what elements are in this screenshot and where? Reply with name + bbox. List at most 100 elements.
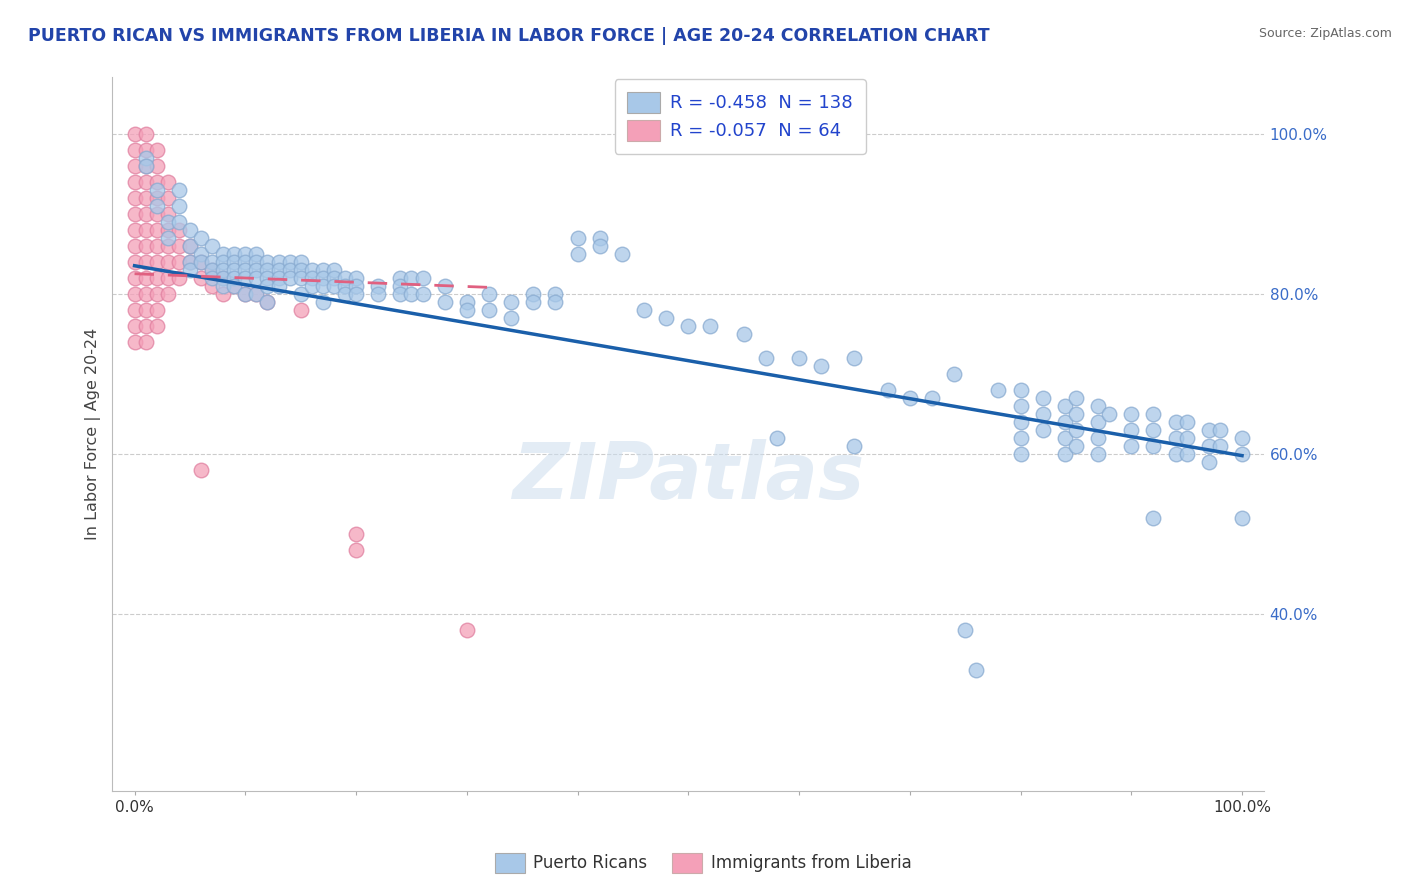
Point xyxy=(1053,415,1076,429)
Point xyxy=(1064,407,1087,421)
Point xyxy=(344,270,367,285)
Point xyxy=(1121,407,1143,421)
Point xyxy=(245,254,267,268)
Point xyxy=(267,254,290,268)
Point xyxy=(212,270,235,285)
Point xyxy=(1087,415,1109,429)
Point xyxy=(1121,439,1143,453)
Point xyxy=(190,230,212,244)
Point xyxy=(256,294,278,309)
Point xyxy=(567,230,589,244)
Point xyxy=(1230,511,1253,525)
Point xyxy=(224,278,246,293)
Point xyxy=(233,286,256,301)
Point xyxy=(1209,423,1232,437)
Point xyxy=(921,391,943,405)
Point xyxy=(787,351,810,365)
Point xyxy=(145,302,167,317)
Point xyxy=(135,270,157,285)
Point xyxy=(167,199,190,213)
Point xyxy=(522,294,544,309)
Point xyxy=(124,334,146,349)
Point xyxy=(678,318,700,333)
Text: ZIPatlas: ZIPatlas xyxy=(512,439,865,515)
Point xyxy=(401,270,423,285)
Point xyxy=(201,278,224,293)
Point xyxy=(245,286,267,301)
Point xyxy=(135,159,157,173)
Point xyxy=(411,286,433,301)
Point xyxy=(312,278,335,293)
Point xyxy=(212,286,235,301)
Point xyxy=(233,286,256,301)
Point xyxy=(1164,415,1187,429)
Point xyxy=(224,254,246,268)
Point xyxy=(1053,431,1076,445)
Point xyxy=(245,270,267,285)
Point xyxy=(156,191,179,205)
Point xyxy=(501,294,523,309)
Point xyxy=(179,254,201,268)
Point xyxy=(135,254,157,268)
Point xyxy=(290,286,312,301)
Point xyxy=(156,207,179,221)
Point xyxy=(1032,407,1054,421)
Point xyxy=(1198,439,1220,453)
Point xyxy=(1087,447,1109,461)
Point xyxy=(389,270,412,285)
Point xyxy=(278,254,301,268)
Point xyxy=(124,270,146,285)
Point xyxy=(267,270,290,285)
Point xyxy=(233,262,256,277)
Point xyxy=(145,175,167,189)
Point xyxy=(344,286,367,301)
Point xyxy=(212,246,235,260)
Point xyxy=(755,351,778,365)
Point xyxy=(322,278,344,293)
Point xyxy=(301,262,323,277)
Point xyxy=(124,222,146,236)
Point xyxy=(124,175,146,189)
Point xyxy=(501,310,523,325)
Point xyxy=(333,286,356,301)
Point xyxy=(589,230,612,244)
Point xyxy=(145,222,167,236)
Point xyxy=(322,262,344,277)
Point xyxy=(145,238,167,252)
Point xyxy=(156,286,179,301)
Point xyxy=(367,278,389,293)
Point xyxy=(190,246,212,260)
Point xyxy=(1053,447,1076,461)
Point xyxy=(943,367,966,381)
Point xyxy=(1087,431,1109,445)
Point xyxy=(1142,511,1164,525)
Point xyxy=(301,278,323,293)
Point xyxy=(135,238,157,252)
Point xyxy=(201,254,224,268)
Point xyxy=(167,270,190,285)
Point xyxy=(987,383,1010,397)
Point xyxy=(201,238,224,252)
Point xyxy=(212,262,235,277)
Point xyxy=(145,191,167,205)
Point xyxy=(179,238,201,252)
Point xyxy=(124,254,146,268)
Point xyxy=(610,246,633,260)
Point xyxy=(810,359,832,373)
Point xyxy=(898,391,921,405)
Point xyxy=(844,439,866,453)
Point xyxy=(201,262,224,277)
Point xyxy=(1032,423,1054,437)
Point xyxy=(145,207,167,221)
Point xyxy=(256,270,278,285)
Point xyxy=(145,318,167,333)
Point xyxy=(156,222,179,236)
Point xyxy=(344,278,367,293)
Point xyxy=(124,207,146,221)
Point xyxy=(1230,431,1253,445)
Point xyxy=(1142,439,1164,453)
Point xyxy=(156,238,179,252)
Point xyxy=(167,222,190,236)
Point xyxy=(953,624,976,638)
Point xyxy=(290,262,312,277)
